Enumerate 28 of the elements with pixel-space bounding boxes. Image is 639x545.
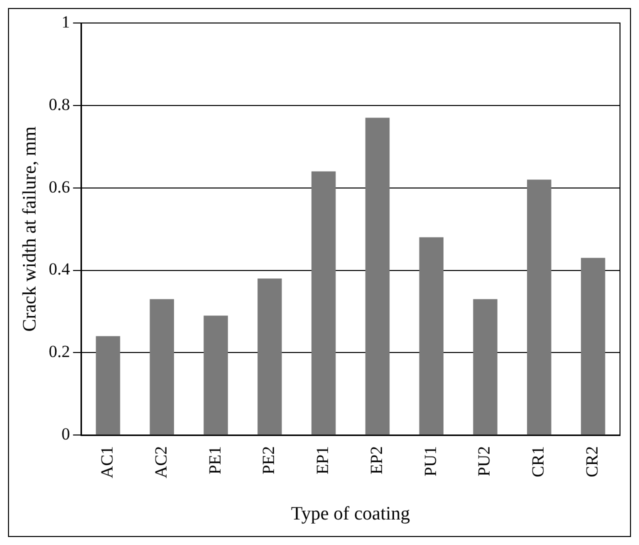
y-tick-label: 0.4 xyxy=(48,260,71,279)
bar xyxy=(365,118,390,435)
x-tick-label: PU1 xyxy=(420,446,440,476)
bar xyxy=(258,278,282,435)
x-tick-label: EP2 xyxy=(366,446,386,474)
x-tick-label: EP1 xyxy=(313,446,332,474)
x-tick-label: AC1 xyxy=(97,446,116,478)
bar xyxy=(473,299,498,435)
bar xyxy=(96,336,120,435)
x-tick-label: PU2 xyxy=(474,446,494,476)
x-tick-label: PE2 xyxy=(259,446,278,474)
x-tick-label: CR2 xyxy=(582,446,602,478)
x-tick-label: PE1 xyxy=(205,446,224,474)
y-tick-label: 0.8 xyxy=(48,94,70,114)
y-axis-title: Crack width at failure, mm xyxy=(19,126,40,332)
y-tick-label: 0.2 xyxy=(48,342,70,362)
y-tick-label: 0 xyxy=(62,424,70,444)
x-tick-label: CR1 xyxy=(528,446,548,478)
bar xyxy=(527,180,552,435)
y-tick-label: 1 xyxy=(62,12,70,32)
bar xyxy=(580,258,606,435)
x-tick-label: AC2 xyxy=(151,446,170,478)
bar xyxy=(419,237,444,435)
y-tick-label: 0.6 xyxy=(48,177,70,196)
bar xyxy=(204,316,228,435)
bar xyxy=(311,171,336,435)
bar xyxy=(150,299,174,435)
x-axis-title: Type of coating xyxy=(291,504,411,525)
